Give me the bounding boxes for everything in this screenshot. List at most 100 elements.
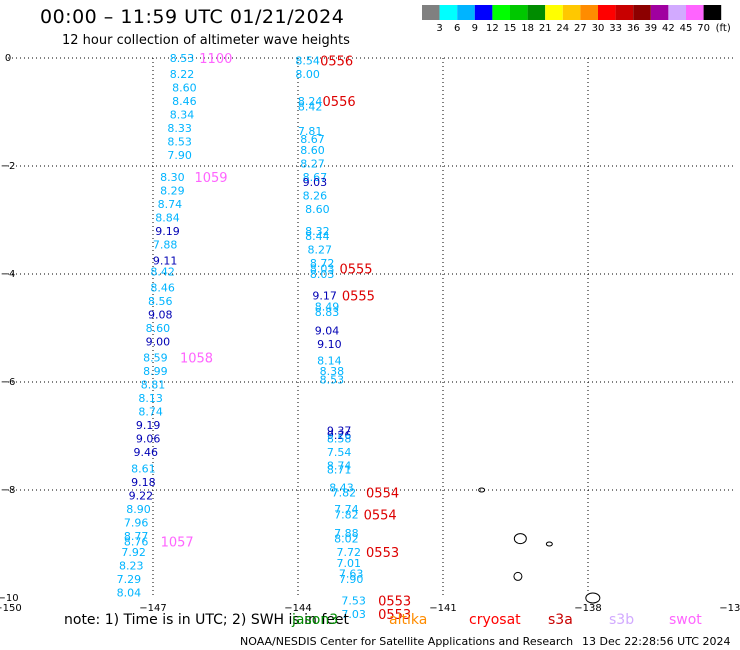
wave-height-label: 7.63 xyxy=(339,568,364,581)
page-title: 00:00 – 11:59 UTC 01/21/2024 xyxy=(40,6,345,28)
color-swatch xyxy=(545,5,563,20)
wave-height-label: 9.26 xyxy=(327,429,352,442)
wave-height-label: 9.03 xyxy=(303,176,328,189)
wave-height-label: 7.82 xyxy=(332,487,357,500)
wave-height-label: 8.04 xyxy=(117,587,142,600)
wave-height-label: 8.74 xyxy=(158,198,183,211)
color-tick-label: 21 xyxy=(539,23,552,34)
wave-height-label: 8.58 xyxy=(327,433,352,446)
wave-height-label: 8.46 xyxy=(172,95,197,108)
credit-line: NOAA/NESDIS Center for Satellite Applica… xyxy=(240,635,574,648)
color-swatch xyxy=(492,5,510,20)
pass-time-label: 0553 xyxy=(378,608,411,623)
wave-height-label: 9.06 xyxy=(136,433,161,446)
wave-height-label: 7.29 xyxy=(117,573,142,586)
color-swatch xyxy=(703,5,722,20)
wave-height-label: 9.10 xyxy=(317,338,342,351)
wave-height-label: 8.26 xyxy=(303,190,328,203)
color-swatch xyxy=(633,5,651,20)
island-outline xyxy=(513,533,527,545)
wave-height-label: 7.01 xyxy=(337,557,362,570)
wave-height-label: 8.27 xyxy=(300,157,325,170)
color-tick-label: 45 xyxy=(680,23,693,34)
color-tick-label: 24 xyxy=(556,23,569,34)
wave-height-label: 7.90 xyxy=(339,573,364,586)
wave-height-label: 8.59 xyxy=(143,352,168,365)
wave-height-label: 8.38 xyxy=(320,365,345,378)
y-tick-label: −4 xyxy=(1,269,16,280)
color-tick-label: 15 xyxy=(504,23,517,34)
color-tick-label: 27 xyxy=(574,23,587,34)
wave-height-label: 7.74 xyxy=(334,503,359,516)
color-swatch xyxy=(474,5,493,20)
y-tick-label: −2 xyxy=(1,161,16,172)
wave-height-label: 8.60 xyxy=(305,203,330,216)
wave-height-label: 7.82 xyxy=(334,508,359,521)
satellite-label: cryosat xyxy=(469,612,521,628)
color-swatch xyxy=(422,5,440,20)
color-tick-label: 42 xyxy=(662,23,675,34)
wave-height-label: 8.34 xyxy=(170,109,195,122)
footer-note: note: 1) Time is in UTC; 2) SWH is in fe… xyxy=(64,612,350,628)
color-swatch xyxy=(527,5,546,20)
wave-height-label: 8.43 xyxy=(329,481,354,494)
pass-time-label: 1058 xyxy=(180,352,213,367)
wave-height-label: 8.60 xyxy=(300,144,325,157)
color-scale-legend: 3 6 9 12 15 18 21 24 27 30 33 36 39 42 45 70 (ft) xyxy=(422,5,731,34)
wave-height-label: 8.29 xyxy=(160,184,185,197)
wave-height-label: 8.77 xyxy=(124,530,149,543)
wave-height-label: 8.81 xyxy=(141,379,166,392)
wave-height-label: 9.37 xyxy=(327,425,352,438)
wave-height-label: 8.44 xyxy=(305,230,330,243)
x-tick-label: −141 xyxy=(429,603,456,614)
wave-height-label: 8.53 xyxy=(320,373,345,386)
satellite-label: swot xyxy=(669,612,702,628)
pass-time-label: 0555 xyxy=(342,290,375,305)
color-swatch xyxy=(457,5,475,20)
wave-height-label: 8.74 xyxy=(138,406,163,419)
wave-height-label: 7.72 xyxy=(337,546,362,559)
wave-height-label: 8.67 xyxy=(303,171,328,184)
wave-height-label: 9.11 xyxy=(153,255,178,268)
color-tick-label: 12 xyxy=(486,23,499,34)
pass-time-label: 0554 xyxy=(364,508,397,523)
wave-height-label: 7.81 xyxy=(298,125,323,138)
color-swatch xyxy=(439,5,458,20)
island-outline xyxy=(585,592,601,604)
color-tick-label: 39 xyxy=(644,23,657,34)
wave-height-label: 8.49 xyxy=(315,300,340,313)
wave-height-label: 8.61 xyxy=(131,462,156,475)
color-swatch xyxy=(598,5,616,20)
pass-time-label: 0555 xyxy=(339,263,372,278)
x-tick-label: −147 xyxy=(139,603,166,614)
wave-height-label: 8.23 xyxy=(119,560,144,573)
wave-height-label: 8.03 xyxy=(310,263,335,276)
wave-height-label: 8.42 xyxy=(150,265,175,278)
wave-height-label: 9.18 xyxy=(131,476,156,489)
color-swatch xyxy=(580,5,598,20)
satellite-label: s3a xyxy=(548,612,573,628)
color-swatch xyxy=(686,5,704,20)
wave-height-label: 8.32 xyxy=(305,225,330,238)
wave-height-label: 7.96 xyxy=(124,516,149,529)
wave-height-label: 8.13 xyxy=(138,392,163,405)
wave-height-label: 7.88 xyxy=(153,238,178,251)
wave-height-label: 8.33 xyxy=(167,122,192,135)
wave-height-label: 7.92 xyxy=(121,546,146,559)
satellite-label: s3b xyxy=(609,612,635,628)
wave-height-label: 8.99 xyxy=(143,365,168,378)
page-subtitle: 12 hour collection of altimeter wave hei… xyxy=(62,33,350,48)
wave-height-label: 8.53 xyxy=(170,52,195,65)
wave-height-label: 8.03 xyxy=(310,268,335,281)
pass-time-label: 0554 xyxy=(366,487,399,502)
wave-height-label: 8.84 xyxy=(155,211,180,224)
wave-height-label: 9.46 xyxy=(134,446,159,459)
island-outline xyxy=(545,541,553,547)
wave-height-label: 8.00 xyxy=(295,68,320,81)
color-swatch xyxy=(510,5,528,20)
wave-height-label: 8.76 xyxy=(124,535,149,548)
pass-time-label: 0553 xyxy=(366,546,399,561)
wave-height-label: 8.22 xyxy=(170,68,195,81)
pass-time-label: 0556 xyxy=(320,55,353,70)
